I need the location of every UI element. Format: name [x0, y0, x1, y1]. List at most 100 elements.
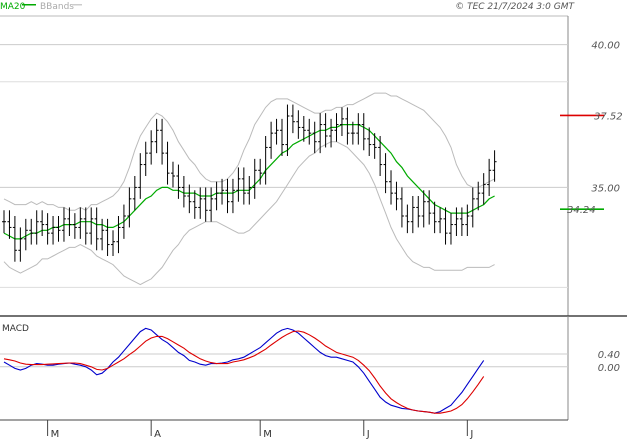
- ohlc-bar: [176, 164, 181, 199]
- ohlc-bar: [258, 158, 263, 185]
- bbands-legend-swatch: [72, 4, 82, 6]
- ohlc-bar: [67, 207, 72, 236]
- ohlc-bar: [269, 121, 274, 159]
- ohlc-bar: [116, 216, 121, 254]
- ohlc-bar: [105, 218, 110, 256]
- ohlc-bar: [121, 204, 126, 239]
- ohlc-bar: [225, 178, 230, 214]
- macd-tick-label: 0.00: [598, 363, 620, 374]
- ohlc-bar: [421, 190, 426, 228]
- price-tick-label: 40.00: [591, 41, 620, 52]
- ohlc-bar: [203, 187, 208, 222]
- ohlc-bar: [220, 178, 225, 205]
- ohlc-bar: [78, 207, 83, 239]
- bband-lower: [3, 141, 495, 286]
- month-tick-label: M: [51, 429, 60, 440]
- ohlc-bar: [230, 178, 235, 214]
- ohlc-bar: [405, 204, 410, 234]
- ohlc-bar: [263, 136, 268, 185]
- ohlc-bar: [367, 127, 372, 156]
- ohlc-bar: [443, 207, 448, 245]
- ohlc-bar: [187, 184, 192, 214]
- ohlc-bar: [170, 161, 175, 188]
- price-grid: [0, 44, 568, 288]
- ohlc-bar: [94, 207, 99, 251]
- ohlc-bar: [247, 176, 252, 205]
- ohlc-bar: [83, 207, 88, 245]
- ohlc-bar: [372, 133, 377, 159]
- ohlc-bar: [329, 118, 334, 148]
- support-label: 34.24: [567, 205, 596, 216]
- ohlc-bar: [389, 170, 394, 205]
- ohlc-bar: [481, 173, 486, 205]
- ohlc-bar: [432, 201, 437, 234]
- month-tick-label: J: [469, 429, 473, 440]
- ohlc-bar: [149, 130, 154, 165]
- ohlc-bar: [361, 113, 366, 151]
- ohlc-bar: [192, 190, 197, 219]
- ohlc-bar: [12, 216, 17, 262]
- ohlc-bar: [476, 181, 481, 211]
- ohlc-bar: [318, 113, 323, 154]
- ohlc-bar: [356, 113, 361, 145]
- ohlc-bar: [410, 196, 415, 234]
- ohlc-bar: [438, 207, 443, 234]
- ohlc-bar: [274, 118, 279, 145]
- price-axis: 35.00 40.00: [591, 41, 620, 195]
- ohlc-bar: [427, 190, 432, 225]
- ohlc-bar: [100, 218, 105, 251]
- ohlc-bar: [34, 210, 39, 245]
- ohlc-bar: [323, 113, 328, 148]
- ohlc-bar: [29, 218, 34, 245]
- ma-legend-label: MA20: [0, 2, 26, 12]
- ohlc-bar: [2, 210, 6, 234]
- ohlc-bar: [312, 121, 317, 154]
- bbands-legend-label: BBands: [40, 2, 74, 12]
- ohlc-bar: [470, 187, 475, 228]
- ohlc-bar: [154, 118, 159, 154]
- macd-grid: [0, 353, 568, 368]
- ohlc-bar: [143, 141, 148, 176]
- month-tick-label: M: [263, 429, 272, 440]
- ohlc-bar: [459, 207, 464, 236]
- ohlc-bar: [209, 187, 214, 222]
- ohlc-bar: [252, 158, 257, 199]
- ohlc-bar: [350, 121, 355, 145]
- ohlc-bar: [45, 213, 50, 245]
- ohlc-bar: [394, 181, 399, 211]
- ohlc-bar: [416, 196, 421, 228]
- level-lines: 37.52 34.24: [560, 111, 623, 216]
- ohlc-bar: [345, 107, 350, 145]
- macd-lines: [3, 327, 485, 414]
- ohlc-bar: [399, 187, 404, 228]
- ohlc-bar: [138, 153, 143, 199]
- ohlc-bar: [111, 230, 116, 256]
- timestamp: © TEC 21/7/2024 3:0 GMT: [455, 2, 575, 12]
- ohlc-bar: [378, 136, 383, 176]
- month-tick-label: J: [366, 429, 370, 440]
- ohlc-bar: [383, 153, 388, 194]
- ohlc-bar: [448, 213, 453, 245]
- ohlc-bar: [56, 216, 61, 242]
- macd-line: [3, 327, 485, 414]
- ohlc-bar: [487, 158, 492, 196]
- macd-tick-label: 0.40: [598, 350, 620, 361]
- ohlc-bar: [181, 176, 186, 208]
- ohlc-bar: [51, 216, 56, 245]
- ohlc-bar: [307, 118, 312, 145]
- ohlc-bar: [132, 176, 137, 211]
- ohlc-bar: [198, 187, 203, 219]
- ohlc-bar: [40, 210, 45, 236]
- ohlc-bar: [165, 141, 170, 185]
- ohlc-bar: [127, 187, 132, 228]
- ohlc-bar: [285, 104, 290, 156]
- month-tick-label: A: [154, 429, 161, 440]
- ohlc-bar: [214, 181, 219, 211]
- price-bars: [2, 104, 497, 262]
- ohlc-bar: [18, 227, 23, 262]
- macd-axis: 0.00 0.40: [598, 350, 620, 374]
- ohlc-bar: [72, 213, 77, 239]
- ohlc-bar: [301, 116, 306, 142]
- ohlc-bar: [241, 167, 246, 205]
